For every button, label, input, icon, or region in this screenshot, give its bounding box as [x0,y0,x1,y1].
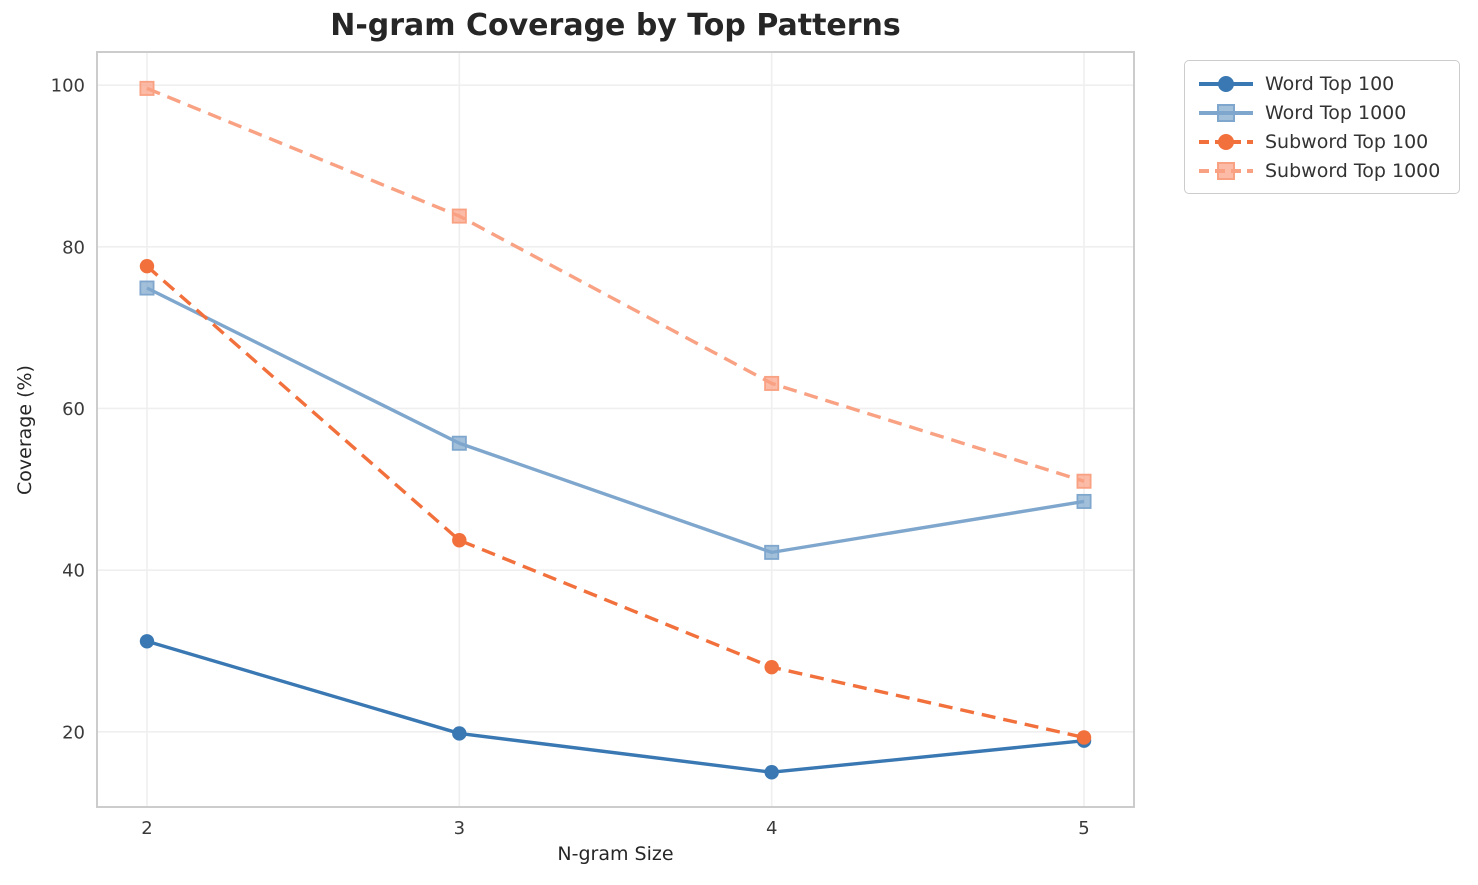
legend-label: Word Top 1000 [1265,101,1407,124]
series-line [146,286,1085,555]
subword-top-100-line-marker-icon [1199,133,1253,150]
data-point-marker [1076,473,1092,489]
legend-label: Subword Top 1000 [1265,159,1441,182]
legend-label: Word Top 100 [1265,72,1395,95]
data-point-marker [764,659,779,675]
y-tick-label: 80 [62,237,85,258]
data-point-marker [139,280,155,296]
data-point-marker [452,726,467,741]
legend-item-subword-top-100: Subword Top 100 [1197,127,1447,156]
data-point-marker [451,208,467,224]
y-tick-label: 60 [62,399,85,420]
series-line [146,639,1085,774]
legend-item-subword-top-1000: Subword Top 1000 [1197,156,1447,185]
data-point-marker [451,435,467,451]
series-line [145,264,1085,740]
x-tick-label: 2 [141,818,152,839]
y-tick-label: 40 [62,561,85,582]
word-top-100-line-marker-icon [1199,75,1253,92]
series-line [146,86,1085,483]
plot-border [96,51,1135,808]
data-point-marker [1076,493,1092,509]
x-tick-label: 4 [766,818,777,839]
subword-top-1000-line-marker-icon [1199,161,1253,180]
legend: Word Top 100 Word Top 1000 Subword Top 1… [1184,60,1460,194]
y-tick-label: 20 [62,722,85,743]
y-tick-label: 100 [51,76,85,97]
legend-item-word-top-100: Word Top 100 [1197,69,1447,98]
data-point-marker [139,634,155,649]
data-point-marker [764,375,780,391]
x-tick-label: 5 [1078,818,1089,839]
data-point-marker [764,544,780,560]
data-point-marker [452,533,467,548]
x-tick-label: 3 [454,818,465,839]
legend-item-word-top-1000: Word Top 1000 [1197,98,1447,127]
x-axis-label: N-gram Size [557,843,674,865]
legend-label: Subword Top 100 [1265,130,1429,153]
plot-background [97,52,1134,807]
word-top-1000-line-marker-icon [1199,103,1253,122]
data-point-marker [139,259,155,274]
data-point-marker [139,80,155,96]
data-point-marker [764,765,779,780]
data-point-marker [1076,730,1092,745]
chart-title: N-gram Coverage by Top Patterns [330,8,901,43]
